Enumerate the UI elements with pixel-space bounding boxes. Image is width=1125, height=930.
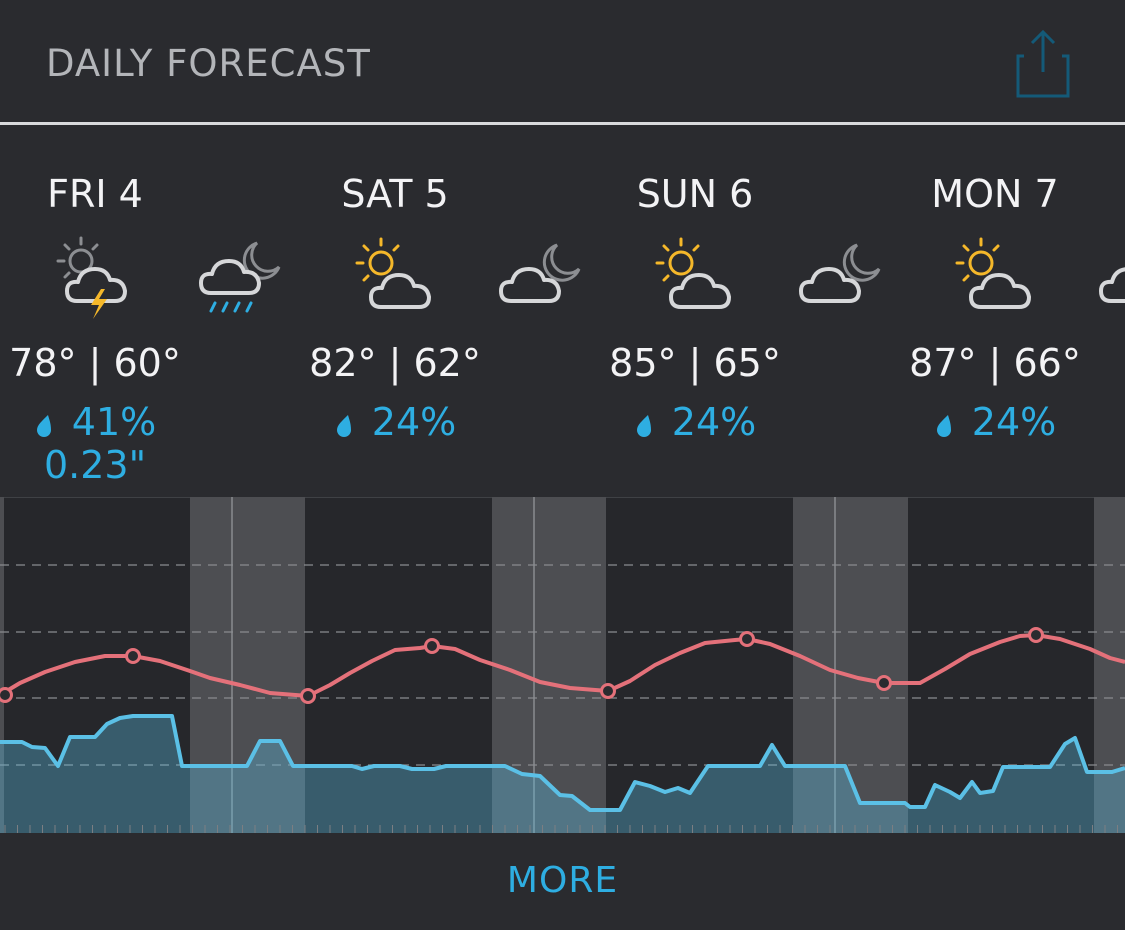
temperature-range: 82° | 62° (309, 341, 481, 385)
temperature-range: 85° | 65° (609, 341, 781, 385)
cloud-moon-icon (499, 243, 581, 303)
temperature-markers (0, 627, 1044, 704)
forecast-header: DAILY FORECAST (0, 0, 1125, 124)
day-name: MON 7 (931, 172, 1059, 216)
precip-chance: 24% (595, 400, 795, 444)
high-temp: 85° (609, 341, 677, 385)
precip-chance: 24% (295, 400, 495, 444)
hour-ticks (4, 825, 1118, 833)
temperature-range: 78° | 60° (9, 341, 181, 385)
day-column-sat[interactable]: SAT 5 82° | 62° 24% (295, 125, 595, 497)
temperature-line (0, 633, 1125, 698)
partly-sunny-icon (955, 237, 1031, 309)
header-divider (0, 122, 1125, 125)
low-temp: 62° (413, 341, 481, 385)
low-temp: 65° (713, 341, 781, 385)
cloud-moon-icon (799, 243, 881, 303)
page-title: DAILY FORECAST (46, 42, 371, 85)
night-bands (0, 497, 1125, 833)
temperature-range: 87° | 66° (909, 341, 1081, 385)
low-temp: 66° (1013, 341, 1081, 385)
precip-chance: 24% (895, 400, 1095, 444)
share-icon[interactable] (1010, 28, 1076, 100)
temperature-dewpoint-chart[interactable] (0, 497, 1125, 833)
thunderstorm-partly-sunny-icon (56, 236, 127, 319)
day-name: FRI 4 (47, 172, 143, 216)
precip-amount: 0.23" (43, 443, 147, 487)
more-button[interactable]: MORE (506, 860, 619, 901)
dewpoint-line (0, 714, 1125, 812)
day-strip[interactable]: FRI 4 78° | 60° 41% 0.23" (0, 125, 1125, 497)
day-column-mon[interactable]: MON 7 87° | 66° 24% (895, 125, 1125, 497)
day-column-fri[interactable]: FRI 4 78° | 60° 41% 0.23" (0, 125, 295, 497)
day-name: SUN 6 (636, 172, 754, 216)
high-temp: 82° (309, 341, 377, 385)
rain-cloud-moon-icon (199, 241, 281, 313)
partly-sunny-icon (355, 237, 431, 309)
day-column-sun[interactable]: SUN 6 85° | 65° 24% (595, 125, 895, 497)
high-temp: 87° (909, 341, 977, 385)
cloud-moon-icon (1099, 267, 1125, 303)
high-temp: 78° (9, 341, 77, 385)
day-name: SAT 5 (341, 172, 449, 216)
raindrop-icon (636, 414, 651, 437)
grid-lines (0, 564, 1125, 766)
low-temp: 60° (113, 341, 181, 385)
raindrop-icon (36, 414, 51, 437)
raindrop-icon (936, 414, 951, 437)
raindrop-icon (336, 414, 351, 437)
precip-chance: 41% (0, 400, 195, 444)
partly-sunny-icon (655, 237, 731, 309)
